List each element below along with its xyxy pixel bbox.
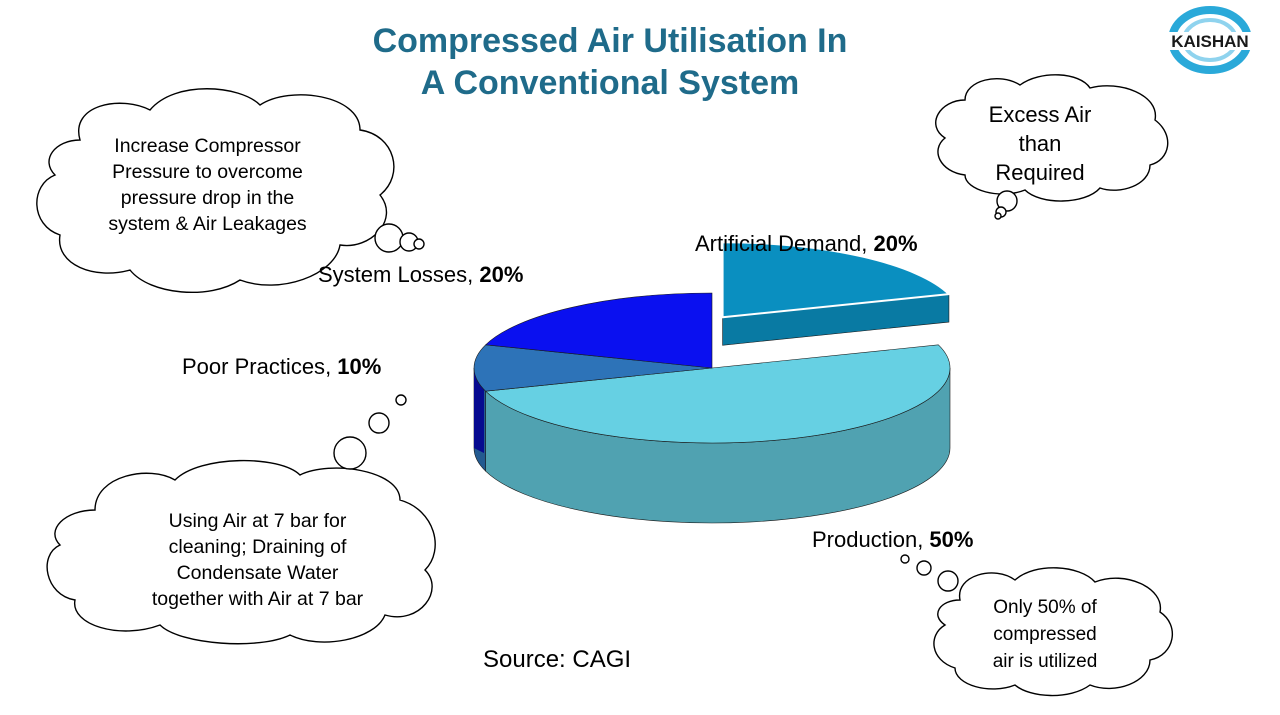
- note-line: Required: [995, 160, 1085, 185]
- note-line: together with Air at 7 bar: [151, 588, 364, 610]
- cloud-production: [900, 554, 1173, 697]
- title-line-2: A Conventional System: [420, 64, 800, 102]
- note-line: Pressure to overcome: [112, 161, 303, 183]
- pie-label-production: Production, 50%: [812, 527, 974, 552]
- pie-chart: [473, 241, 952, 524]
- note-line: system & Air Leakages: [108, 213, 307, 235]
- note-line: Using Air at 7 bar for: [168, 510, 347, 532]
- note-line: Only 50% of: [993, 597, 1097, 618]
- title-line-1: Compressed Air Utilisation In: [372, 22, 848, 60]
- pie-slice-artificial-demand: [721, 241, 952, 319]
- cloud-text-system-losses: Increase Compressor Pressure to overcome…: [65, 133, 350, 237]
- cloud-system-losses: [36, 88, 425, 294]
- cloud-artificial-demand: [935, 74, 1169, 220]
- pie-slice-poor-practices: [473, 344, 713, 392]
- slice-category-label: Poor Practices: [182, 354, 326, 379]
- pie-slice-system-losses: [484, 292, 713, 369]
- pie-label-poor-practices: Poor Practices, 10%: [182, 354, 382, 379]
- note-line: than: [1018, 131, 1062, 156]
- pie-label-artificial-demand: Artificial Demand, 20%: [695, 231, 918, 256]
- note-line: Increase Compressor: [114, 135, 301, 157]
- note-line: Excess Air: [988, 102, 1092, 127]
- note-line: Condensate Water: [176, 562, 339, 584]
- source-note: Source: CAGI: [483, 646, 632, 673]
- slide-title: Compressed Air Utilisation In A Conventi…: [300, 20, 920, 104]
- cloud-text-artificial-demand: Excess Air than Required: [960, 100, 1120, 187]
- slice-category-label: System Losses: [318, 262, 468, 287]
- note-line: compressed: [993, 624, 1097, 645]
- pie-slice-production: [484, 344, 951, 444]
- slice-category-label: Production: [812, 527, 918, 552]
- slice-value-label: 10%: [337, 354, 382, 379]
- slice-value-label: 20%: [479, 262, 524, 287]
- slice-value-label: 20%: [873, 231, 918, 256]
- cloud-text-production: Only 50% of compressed air is utilized: [955, 594, 1135, 675]
- slice-category-label: Artificial Demand: [695, 231, 862, 256]
- pie-edge-system-losses: [474, 368, 484, 453]
- pie-label-system-losses: System Losses, 20%: [318, 262, 524, 287]
- kaishan-logo: KAISHAN: [1150, 6, 1270, 74]
- logo-text: KAISHAN: [1171, 32, 1248, 51]
- note-line: cleaning; Draining of: [168, 536, 347, 558]
- cloud-poor-practices: [46, 394, 436, 645]
- cloud-text-poor-practices: Using Air at 7 bar for cleaning; Drainin…: [100, 508, 415, 612]
- note-line: pressure drop in the: [120, 187, 295, 209]
- slice-value-label: 50%: [929, 527, 974, 552]
- note-line: air is utilized: [992, 651, 1098, 672]
